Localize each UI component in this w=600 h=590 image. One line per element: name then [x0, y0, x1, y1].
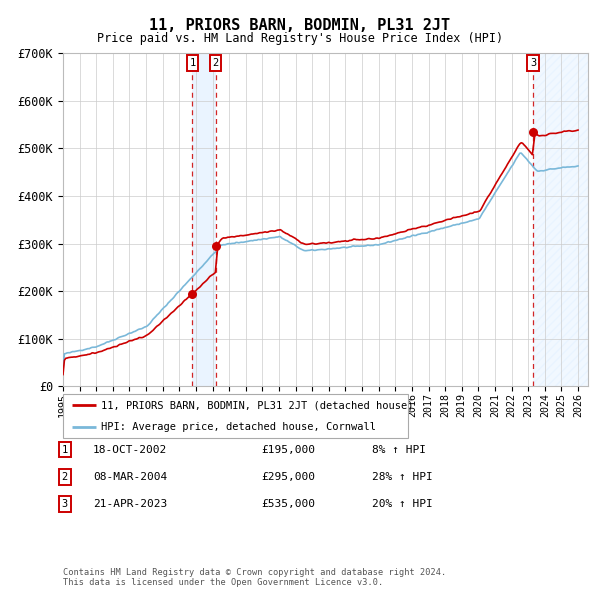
FancyBboxPatch shape [63, 394, 408, 438]
Text: 11, PRIORS BARN, BODMIN, PL31 2JT (detached house): 11, PRIORS BARN, BODMIN, PL31 2JT (detac… [101, 401, 413, 411]
Bar [533, 53, 588, 386]
Text: 3: 3 [62, 499, 68, 509]
Text: 1: 1 [62, 445, 68, 454]
Bar [193, 53, 215, 386]
Text: £295,000: £295,000 [261, 472, 315, 481]
Text: 1: 1 [189, 58, 196, 68]
Text: 3: 3 [530, 58, 536, 68]
Text: Contains HM Land Registry data © Crown copyright and database right 2024.
This d: Contains HM Land Registry data © Crown c… [63, 568, 446, 587]
Text: £195,000: £195,000 [261, 445, 315, 454]
Text: £535,000: £535,000 [261, 499, 315, 509]
Text: 18-OCT-2002: 18-OCT-2002 [93, 445, 167, 454]
Text: 2: 2 [62, 472, 68, 481]
Text: 11, PRIORS BARN, BODMIN, PL31 2JT: 11, PRIORS BARN, BODMIN, PL31 2JT [149, 18, 451, 33]
Text: 21-APR-2023: 21-APR-2023 [93, 499, 167, 509]
Text: 08-MAR-2004: 08-MAR-2004 [93, 472, 167, 481]
Text: 2: 2 [212, 58, 218, 68]
Text: 28% ↑ HPI: 28% ↑ HPI [372, 472, 433, 481]
Text: 8% ↑ HPI: 8% ↑ HPI [372, 445, 426, 454]
Text: Price paid vs. HM Land Registry's House Price Index (HPI): Price paid vs. HM Land Registry's House … [97, 32, 503, 45]
Text: HPI: Average price, detached house, Cornwall: HPI: Average price, detached house, Corn… [101, 422, 376, 432]
Text: 20% ↑ HPI: 20% ↑ HPI [372, 499, 433, 509]
